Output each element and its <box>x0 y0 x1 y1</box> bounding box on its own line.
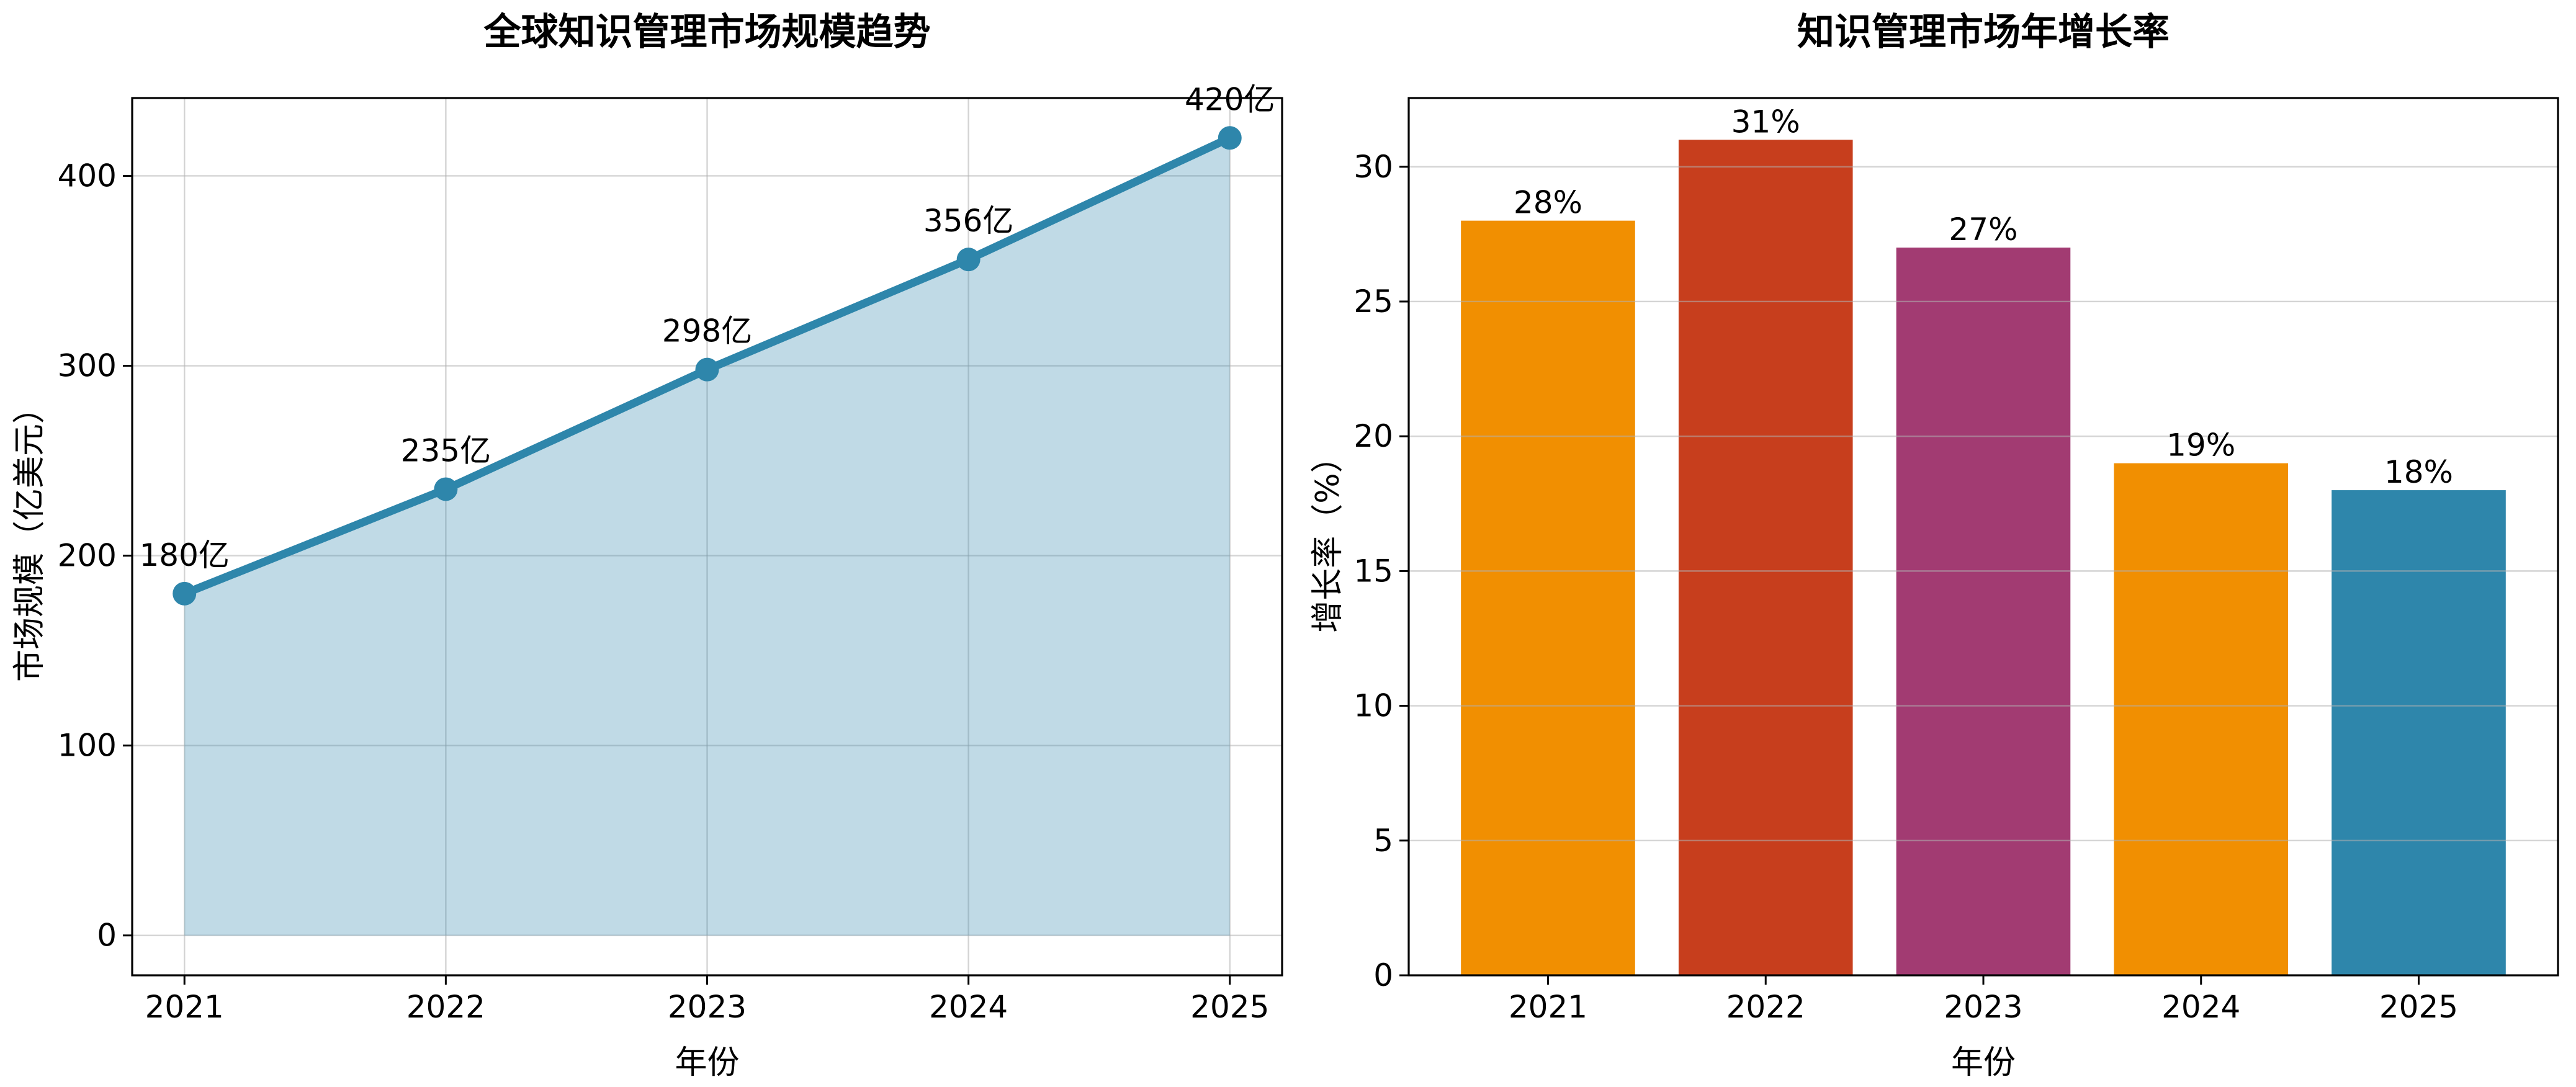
y-tick-label: 30 <box>1353 149 1393 185</box>
growth-bar <box>2114 463 2289 975</box>
bar-value-label: 31% <box>1731 104 1800 140</box>
y-tick-label: 0 <box>97 918 117 954</box>
bar-value-label: 18% <box>2384 454 2453 490</box>
y-tick-label: 300 <box>58 348 117 384</box>
x-tick-label: 2025 <box>2379 989 2458 1025</box>
y-tick-label: 5 <box>1373 823 1393 859</box>
area-fill <box>184 138 1230 936</box>
y-tick-label: 25 <box>1353 284 1393 320</box>
x-tick-label: 2022 <box>1726 989 1805 1025</box>
x-tick-label: 2025 <box>1190 989 1269 1025</box>
market-size-chart-title: 全球知识管理市场规模趋势 <box>483 11 931 54</box>
x-tick-label: 2024 <box>2161 989 2240 1025</box>
point-value-label: 298亿 <box>662 313 752 349</box>
x-tick-label: 2023 <box>668 989 747 1025</box>
y-tick-label: 400 <box>58 158 117 194</box>
data-point-marker <box>695 357 719 382</box>
growth-bar <box>1896 248 2071 975</box>
growth-bar <box>1461 220 1635 976</box>
point-value-label: 235亿 <box>401 432 491 468</box>
growth-rate-xaxis-label: 年份 <box>1950 1044 2016 1081</box>
x-tick-label: 2021 <box>145 989 224 1025</box>
growth-rate-chart-title: 知识管理市场年增长率 <box>1797 11 2170 54</box>
y-tick-label: 100 <box>58 728 117 764</box>
y-tick-label: 0 <box>1373 957 1393 993</box>
market-size-xaxis-label: 年份 <box>675 1044 740 1081</box>
data-point-marker <box>434 477 458 501</box>
y-tick-label: 20 <box>1353 418 1393 454</box>
y-tick-label: 10 <box>1353 688 1393 724</box>
y-tick-label: 15 <box>1353 553 1393 589</box>
data-point-marker <box>956 248 981 272</box>
data-point-marker <box>1218 126 1242 150</box>
point-value-label: 420亿 <box>1185 81 1275 117</box>
y-tick-label: 200 <box>58 538 117 574</box>
point-value-label: 180亿 <box>140 537 230 573</box>
x-tick-label: 2021 <box>1509 989 1587 1025</box>
data-point-marker <box>173 581 197 606</box>
bar-value-label: 19% <box>2166 427 2235 463</box>
bar-value-label: 27% <box>1949 212 2017 248</box>
x-tick-label: 2022 <box>406 989 485 1025</box>
x-tick-label: 2023 <box>1944 989 2022 1025</box>
growth-bar <box>1678 140 1853 975</box>
growth-bar <box>2331 490 2506 975</box>
point-value-label: 356亿 <box>923 203 1013 239</box>
x-tick-label: 2024 <box>929 989 1008 1025</box>
bar-value-label: 28% <box>1514 185 1582 221</box>
